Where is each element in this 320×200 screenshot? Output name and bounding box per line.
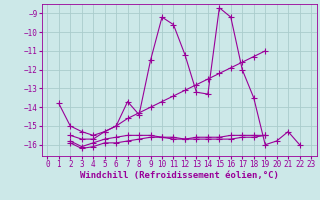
X-axis label: Windchill (Refroidissement éolien,°C): Windchill (Refroidissement éolien,°C): [80, 171, 279, 180]
